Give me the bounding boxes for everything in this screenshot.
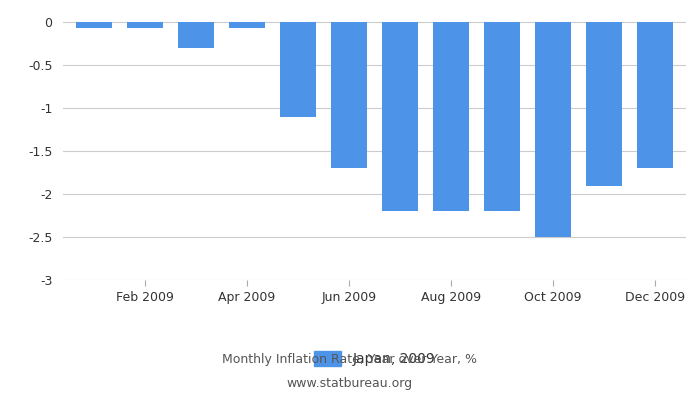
Bar [76,22,111,28]
Text: www.statbureau.org: www.statbureau.org [287,378,413,390]
Bar [127,22,162,28]
Bar [587,22,622,186]
Text: Monthly Inflation Rate, Year over Year, %: Monthly Inflation Rate, Year over Year, … [223,354,477,366]
Bar [433,22,469,211]
Legend: Japan, 2009: Japan, 2009 [308,346,441,372]
Bar [382,22,418,211]
Bar [484,22,520,211]
Bar [536,22,571,237]
Bar [331,22,367,168]
Bar [229,22,265,28]
Bar [280,22,316,117]
Bar [638,22,673,168]
Bar [178,22,214,48]
